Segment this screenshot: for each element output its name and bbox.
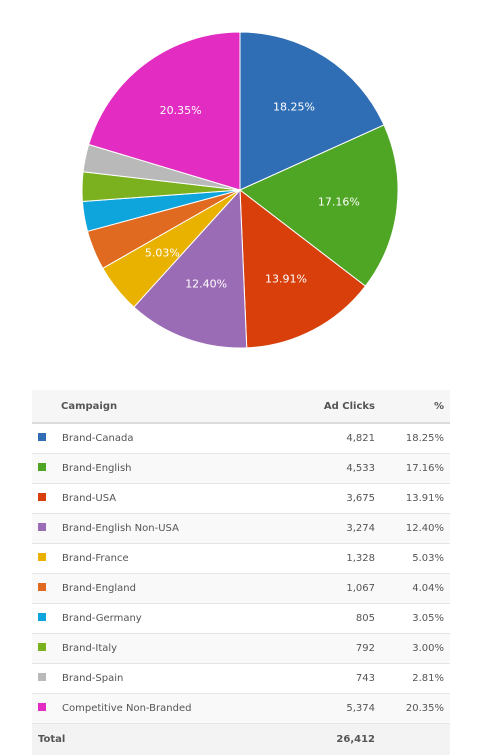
row-ad-clicks: 1,328 xyxy=(254,544,383,574)
row-percent: 17.16% xyxy=(383,454,450,484)
color-swatch xyxy=(38,613,46,621)
color-swatch xyxy=(38,493,46,501)
row-percent: 4.04% xyxy=(383,574,450,604)
row-percent: 5.03% xyxy=(383,544,450,574)
color-swatch xyxy=(38,643,46,651)
row-swatch-cell xyxy=(32,514,61,544)
row-swatch-cell xyxy=(32,694,61,724)
row-percent: 2.81% xyxy=(383,664,450,694)
color-swatch xyxy=(38,553,46,561)
row-ad-clicks: 805 xyxy=(254,604,383,634)
header-ad-clicks[interactable]: Ad Clicks xyxy=(254,390,383,423)
row-campaign: Brand-USA xyxy=(61,484,254,514)
pie-slice-label: 12.40% xyxy=(185,278,227,291)
pie-slice-label: 17.16% xyxy=(318,195,360,208)
table-header-row: Campaign Ad Clicks % xyxy=(32,390,450,423)
row-campaign: Brand-Germany xyxy=(61,604,254,634)
row-ad-clicks: 743 xyxy=(254,664,383,694)
header-swatch xyxy=(32,390,61,423)
row-swatch-cell xyxy=(32,423,61,454)
row-ad-clicks: 792 xyxy=(254,634,383,664)
color-swatch xyxy=(38,433,46,441)
row-swatch-cell xyxy=(32,664,61,694)
row-campaign: Brand-Spain xyxy=(61,664,254,694)
color-swatch xyxy=(38,703,46,711)
row-ad-clicks: 1,067 xyxy=(254,574,383,604)
row-percent: 12.40% xyxy=(383,514,450,544)
row-ad-clicks: 5,374 xyxy=(254,694,383,724)
row-campaign: Competitive Non-Branded xyxy=(61,694,254,724)
row-ad-clicks: 3,274 xyxy=(254,514,383,544)
pie-slice-label: 18.25% xyxy=(273,100,315,113)
row-percent: 3.00% xyxy=(383,634,450,664)
pie-slice-label: 20.35% xyxy=(160,104,202,117)
row-percent: 13.91% xyxy=(383,484,450,514)
pie-slice-label: 5.03% xyxy=(145,246,180,259)
row-campaign: Brand-Canada xyxy=(61,423,254,454)
pie-slice-label: 13.91% xyxy=(265,272,307,285)
footer-total-clicks: 26,412 xyxy=(254,724,383,755)
row-swatch-cell xyxy=(32,484,61,514)
row-swatch-cell xyxy=(32,634,61,664)
table-footer-row: Total 26,412 xyxy=(32,724,450,755)
row-swatch-cell xyxy=(32,544,61,574)
color-swatch xyxy=(38,523,46,531)
row-percent: 20.35% xyxy=(383,694,450,724)
row-percent: 3.05% xyxy=(383,604,450,634)
row-swatch-cell xyxy=(32,574,61,604)
row-campaign: Brand-English Non-USA xyxy=(61,514,254,544)
footer-total-label: Total xyxy=(32,724,254,755)
pie-chart: 18.25% 17.16% 13.91% 12.40% 5.03% 20.35% xyxy=(0,0,480,360)
row-campaign: Brand-England xyxy=(61,574,254,604)
row-swatch-cell xyxy=(32,454,61,484)
color-swatch xyxy=(38,463,46,471)
row-ad-clicks: 4,821 xyxy=(254,423,383,454)
header-campaign[interactable]: Campaign xyxy=(61,390,254,423)
color-swatch xyxy=(38,583,46,591)
row-ad-clicks: 3,675 xyxy=(254,484,383,514)
row-campaign: Brand-France xyxy=(61,544,254,574)
row-percent: 18.25% xyxy=(383,423,450,454)
pie-chart-svg: 18.25% 17.16% 13.91% 12.40% 5.03% 20.35% xyxy=(0,0,480,360)
row-campaign: Brand-Italy xyxy=(61,634,254,664)
row-ad-clicks: 4,533 xyxy=(254,454,383,484)
header-percent[interactable]: % xyxy=(383,390,450,423)
row-campaign: Brand-English xyxy=(61,454,254,484)
footer-empty xyxy=(383,724,450,755)
color-swatch xyxy=(38,673,46,681)
row-swatch-cell xyxy=(32,604,61,634)
